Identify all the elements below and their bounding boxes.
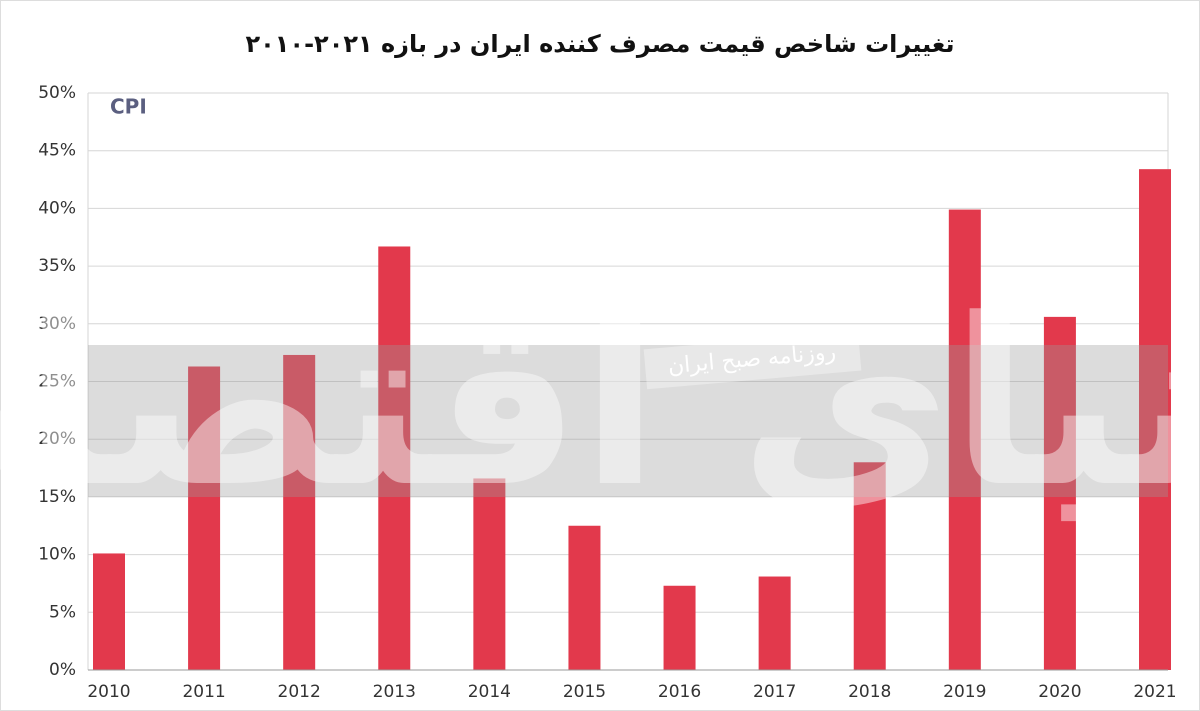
bar	[853, 462, 886, 670]
y-tick-label: 15%	[38, 487, 76, 507]
y-tick-label: 40%	[38, 198, 76, 218]
x-tick-label: 2013	[373, 682, 416, 702]
bar	[378, 246, 411, 670]
bar	[568, 525, 601, 670]
y-tick-label: 50%	[38, 83, 76, 103]
bar	[1139, 169, 1171, 670]
x-tick-label: 2021	[1133, 682, 1176, 702]
x-tick-label: 2018	[848, 682, 891, 702]
bar	[283, 354, 316, 670]
bar	[948, 209, 981, 670]
watermark-band	[88, 345, 1168, 497]
x-tick-label: 2019	[943, 682, 986, 702]
x-tick-label: 2014	[468, 682, 511, 702]
bar	[473, 478, 506, 670]
y-tick-label: 0%	[49, 660, 76, 680]
watermark-tag-box	[643, 330, 862, 390]
y-tick-label: 25%	[38, 372, 76, 392]
x-tick-label: 2020	[1038, 682, 1081, 702]
x-tick-label: 2010	[87, 682, 130, 702]
x-tick-label: 2012	[278, 682, 321, 702]
bar	[188, 366, 221, 670]
y-tick-label: 45%	[38, 141, 76, 161]
y-tick-label: 10%	[38, 545, 76, 565]
y-tick-label: 35%	[38, 256, 76, 276]
y-tick-label: 30%	[38, 314, 76, 334]
y-tick-label: 20%	[38, 429, 76, 449]
bar	[758, 576, 791, 670]
bar	[1043, 316, 1076, 670]
x-tick-label: 2017	[753, 682, 796, 702]
bar	[93, 553, 125, 670]
x-tick-label: 2011	[182, 682, 225, 702]
watermark-logo: دنیای اقتصاد	[0, 271, 1200, 538]
y-tick-label: 5%	[49, 602, 76, 622]
x-tick-label: 2015	[563, 682, 606, 702]
x-tick-label: 2016	[658, 682, 701, 702]
series-label: CPI	[110, 95, 147, 119]
bar	[663, 585, 696, 670]
chart-title: تغییرات شاخص قیمت مصرف کننده ایران در با…	[245, 30, 954, 58]
